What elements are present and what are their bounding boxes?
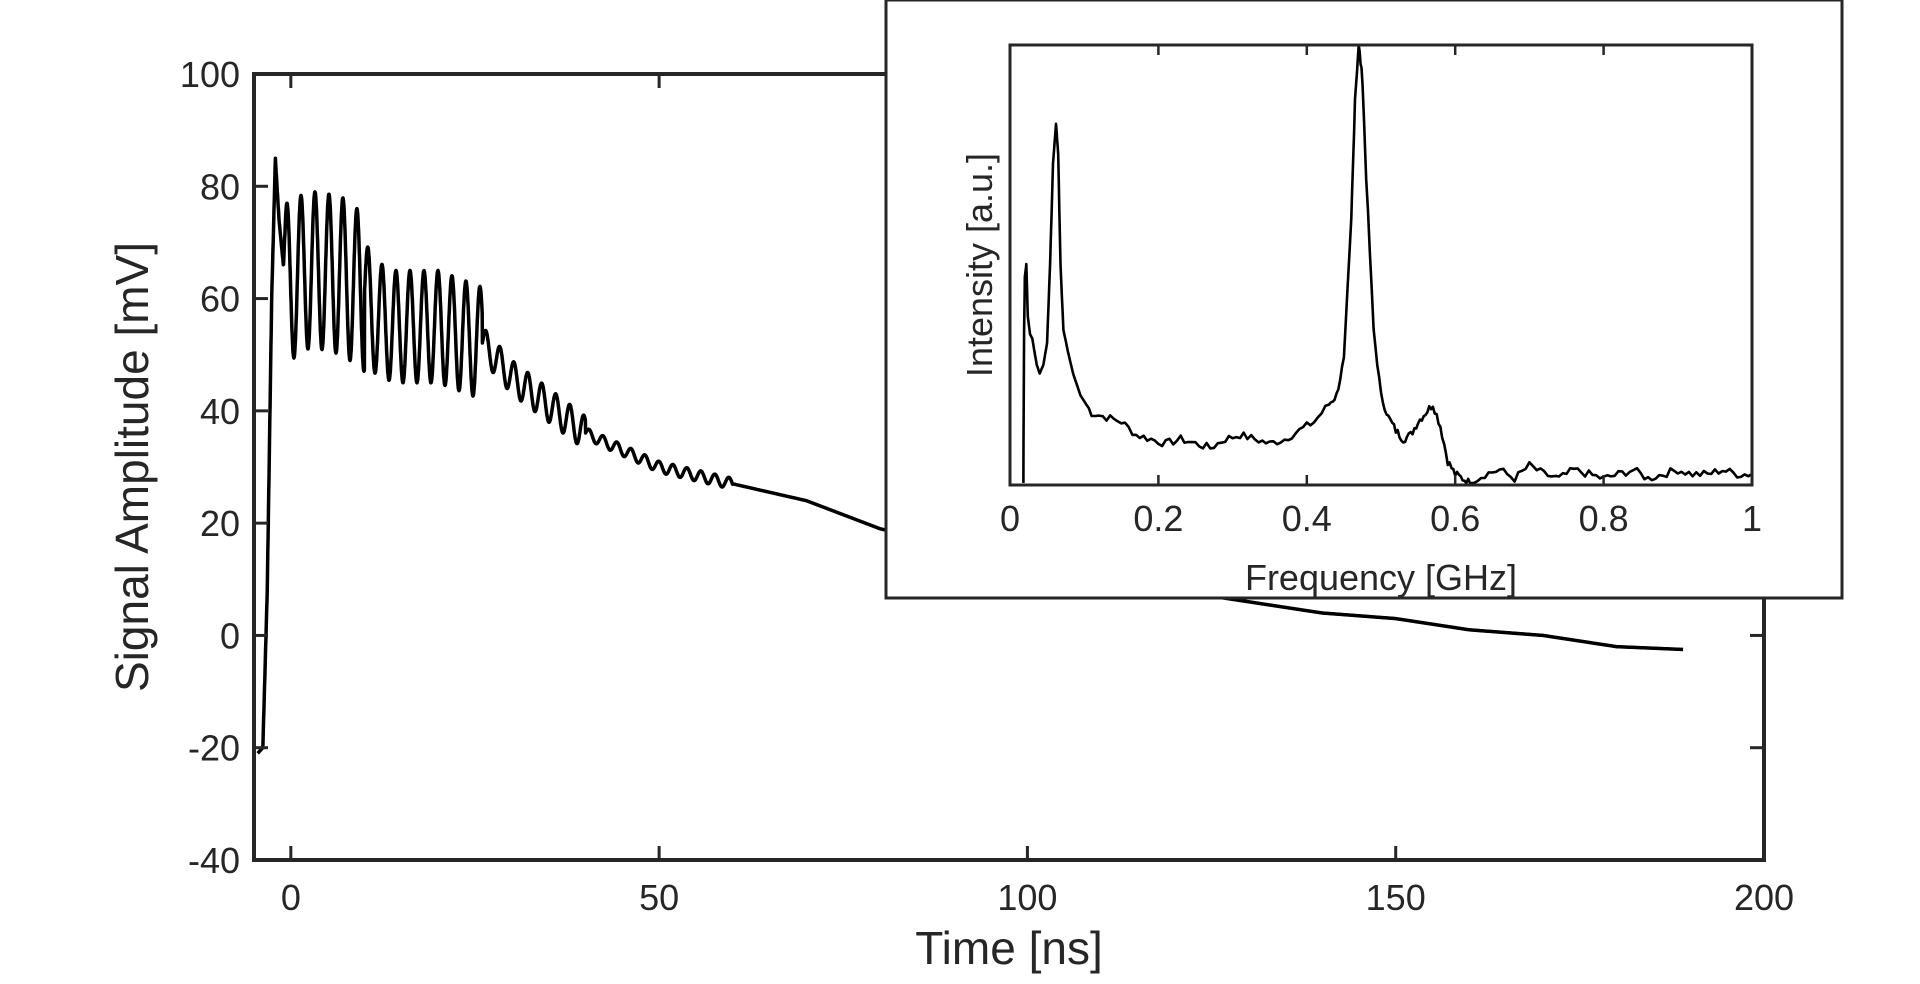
inset-y-axis-label: Intensity [a.u.] — [959, 153, 1000, 377]
inset-x-axis-label: Frequency [GHz] — [1245, 557, 1517, 598]
main-y-axis-ticks: -40 -20 0 20 40 60 80 100 — [180, 54, 1764, 881]
main-y-tick-label: -40 — [188, 840, 240, 881]
main-y-tick-label: -20 — [188, 728, 240, 769]
main-y-tick-label: 100 — [180, 54, 240, 95]
main-y-tick-label: 60 — [200, 279, 240, 320]
inset-spectrum-line-group — [1022, 43, 1753, 485]
main-y-tick-label: 0 — [220, 615, 240, 656]
main-y-axis-label: Signal Amplitude [mV] — [106, 242, 158, 692]
inset-x-axis-ticks: 0 0.2 0.4 0.6 0.8 1 — [1000, 45, 1762, 539]
inset-x-tick-label: 0.6 — [1430, 498, 1480, 539]
main-x-tick-label: 100 — [997, 877, 1057, 918]
inset-x-tick-label: 0.4 — [1282, 498, 1332, 539]
main-x-axis-ticks: 0 50 100 150 200 — [281, 74, 1794, 918]
main-x-tick-label: 150 — [1366, 877, 1426, 918]
inset-x-tick-label: 0.2 — [1133, 498, 1183, 539]
main-y-tick-label: 20 — [200, 503, 240, 544]
inset-plot-frame — [1008, 43, 1754, 487]
main-x-tick-label: 200 — [1734, 877, 1794, 918]
inset-plot: 0 0.2 0.4 0.6 0.8 1 Frequency [GHz] Intensity… — [884, 0, 1844, 600]
inset-spectrum-line — [1022, 43, 1753, 485]
main-y-tick-label: 80 — [200, 166, 240, 207]
inset-x-tick-label: 0 — [1000, 498, 1020, 539]
main-y-tick-label: 40 — [200, 391, 240, 432]
inset-x-tick-label: 1 — [1742, 498, 1762, 539]
main-x-tick-label: 0 — [281, 877, 301, 918]
main-x-axis-label: Time [ns] — [915, 922, 1102, 974]
inset-x-tick-label: 0.8 — [1579, 498, 1629, 539]
main-x-tick-label: 50 — [639, 877, 679, 918]
